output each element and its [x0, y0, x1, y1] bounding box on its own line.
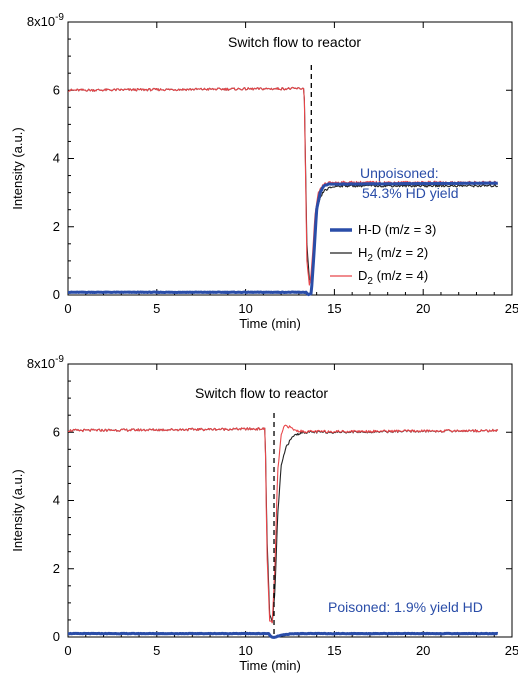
- y-tick-label: 6: [53, 424, 60, 439]
- legend-entry: H-D (m/z = 3): [358, 222, 436, 237]
- switch-annotation: Switch flow to reactor: [195, 385, 328, 401]
- series-line-d2: [67, 424, 499, 624]
- chart-panel-top: 0 2 4 6 8x10-9 0 5 10 15 20 25 Time (min) Intensity …: [10, 12, 518, 331]
- legend-entry: D2 (m/z = 4): [358, 268, 428, 287]
- result-annotation-line2: 54.3% HD yield: [362, 185, 459, 201]
- x-axis-label: Time (min): [239, 316, 301, 331]
- legend-entry: H2 (m/z = 2): [358, 245, 428, 264]
- x-tick-label: 10: [238, 301, 252, 316]
- x-tick-label: 15: [327, 643, 341, 658]
- x-tick-label: 10: [238, 643, 252, 658]
- x-axis-label: Time (min): [239, 658, 301, 673]
- x-tick-label: 25: [505, 643, 518, 658]
- y-tick-label: 4: [53, 151, 60, 166]
- y-tick-label: 2: [53, 561, 60, 576]
- x-tick-label: 5: [153, 643, 160, 658]
- y-tick-label: 6: [53, 82, 60, 97]
- x-tick-label: 15: [327, 301, 341, 316]
- x-tick-label: 0: [64, 643, 71, 658]
- series-line-hd: [67, 631, 499, 639]
- y-tick-label: 2: [53, 219, 60, 234]
- x-tick-label: 5: [153, 301, 160, 316]
- x-tick-label: 25: [505, 301, 518, 316]
- plot-frame: [67, 21, 513, 296]
- result-annotation: Unpoisoned:: [360, 165, 439, 181]
- switch-annotation: Switch flow to reactor: [228, 34, 361, 50]
- y-tick-label: 0: [53, 629, 60, 644]
- y-exponent-label: 8x10-9: [27, 12, 65, 29]
- y-exponent-label: 8x10-9: [27, 354, 65, 371]
- plot-frame: [67, 363, 513, 638]
- series-line-hd: [67, 181, 499, 297]
- y-axis-label: Intensity (a.u.): [10, 127, 25, 209]
- y-tick-label: 0: [53, 287, 60, 302]
- y-tick-label: 4: [53, 493, 60, 508]
- x-tick-label: 0: [64, 301, 71, 316]
- y-axis-label: Intensity (a.u.): [10, 469, 25, 551]
- result-annotation: Poisoned: 1.9% yield HD: [328, 599, 483, 615]
- x-tick-label: 20: [416, 301, 430, 316]
- x-tick-label: 20: [416, 643, 430, 658]
- chart-panel-bottom: 0 2 4 6 8x10-9 0 5 10 15 20 25 Time (min) Intensity …: [10, 354, 518, 673]
- series-line-h2: [67, 427, 499, 624]
